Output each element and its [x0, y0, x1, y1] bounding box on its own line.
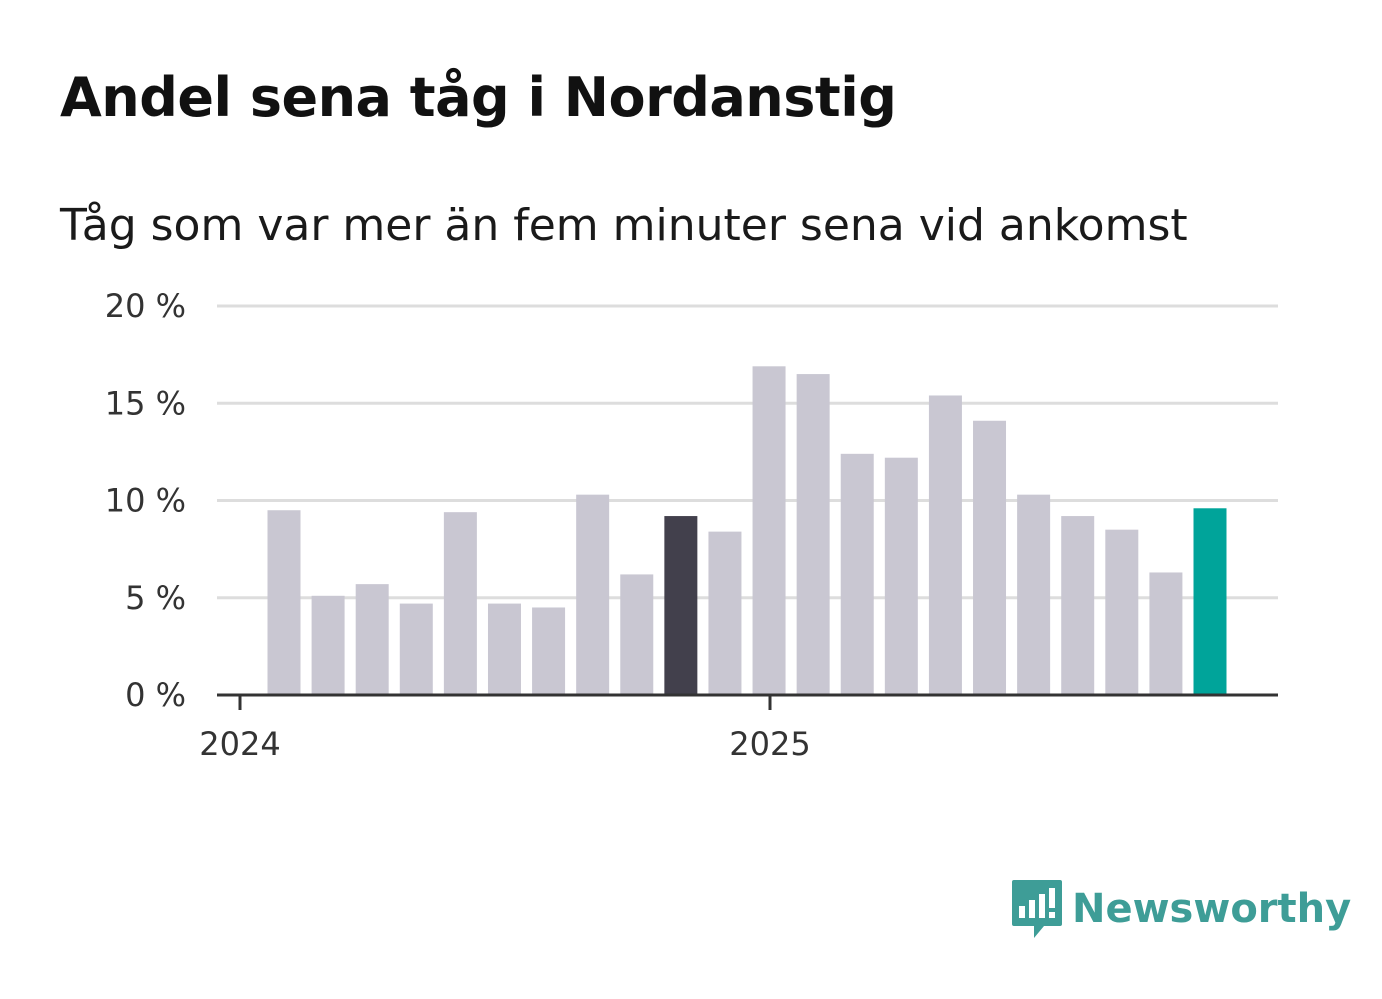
bar [1061, 516, 1095, 695]
bar [532, 607, 566, 695]
bar [1149, 572, 1183, 695]
bar [796, 374, 830, 695]
x-tick-label: 2025 [729, 725, 810, 763]
x-tick-label: 2024 [199, 725, 280, 763]
bar [664, 516, 698, 695]
bar [884, 457, 918, 695]
bar [311, 595, 345, 695]
bar [443, 512, 477, 695]
bar [620, 574, 654, 695]
bar [355, 584, 389, 695]
bar [1193, 508, 1227, 695]
newsworthy-logo: Newsworthy [1010, 878, 1351, 940]
bar-chart: 0 % 5 % 10 % 15 % 20 % 2024 2025 [105, 287, 1278, 763]
y-tick-label: 15 % [105, 384, 186, 422]
y-tick-label: 5 % [125, 579, 186, 617]
bar [487, 603, 521, 695]
bar [708, 531, 742, 695]
bar [576, 494, 610, 695]
chart-subtitle: Tåg som var mer än fem minuter sena vid … [60, 200, 1188, 251]
bar [1105, 529, 1139, 695]
bar [267, 510, 301, 695]
bar-chart-bubble-icon [1012, 880, 1062, 938]
bar [840, 453, 874, 695]
bar [399, 603, 433, 695]
y-tick-label: 20 % [105, 287, 186, 325]
bar [928, 395, 962, 695]
brand-name: Newsworthy [1072, 886, 1352, 932]
bar [1017, 494, 1051, 695]
chart-title: Andel sena tåg i Nordanstig [60, 66, 897, 129]
y-tick-label: 10 % [105, 482, 186, 520]
bar [973, 420, 1007, 695]
y-tick-label: 0 % [125, 676, 186, 714]
bar [752, 366, 786, 695]
